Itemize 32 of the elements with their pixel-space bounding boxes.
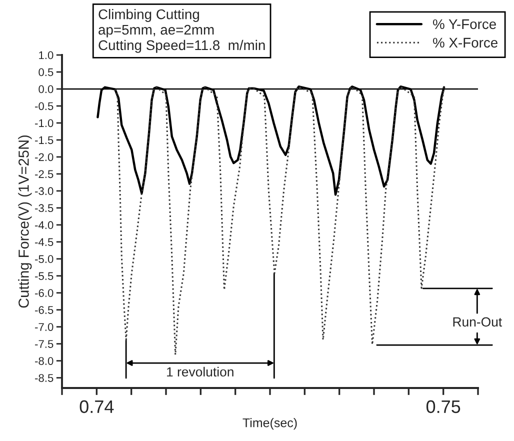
- annotation: 1 revolution: [167, 366, 234, 377]
- y-tick-label: -1.5: [35, 136, 54, 144]
- y-tick-label: -2.0: [35, 153, 54, 162]
- y-axis-title: Cutting Force(V) (1V=25N): [18, 135, 32, 308]
- y-tick-label: -8.0: [35, 357, 54, 365]
- x-tick-label: 0.75: [426, 400, 460, 414]
- x-axis-title: Time(sec): [242, 418, 297, 430]
- y-tick-label: -2.5: [35, 170, 54, 178]
- y-tick-label: -6.0: [35, 289, 54, 297]
- text: Climbing Cutting: [98, 9, 199, 22]
- y-tick-label: -1.0: [35, 119, 54, 128]
- y-tick-label: -4.0: [35, 221, 54, 230]
- y-tick-label: -0.5: [35, 102, 54, 110]
- y-tick-label: -7.0: [35, 323, 54, 331]
- legend-label: % X-Force: [433, 38, 498, 48]
- y-tick-label: -6.5: [35, 306, 54, 314]
- y-tick-label: -7.5: [35, 340, 54, 348]
- annotation: Run-Out: [453, 317, 502, 327]
- text: ap=5mm, ae=2mm: [98, 24, 214, 38]
- y-tick-label: 0.0: [38, 85, 54, 94]
- y-tick-label: 0.5: [38, 68, 54, 76]
- y-tick-label: -5.0: [35, 255, 54, 264]
- y-tick-label: -3.0: [35, 187, 54, 196]
- text: Cutting Speed=11.8 m/min: [98, 40, 265, 53]
- line-series: [114, 86, 445, 356]
- x-tick-label: 0.74: [80, 400, 114, 414]
- y-tick-label: -4.5: [35, 238, 54, 246]
- y-tick-label: -3.5: [35, 204, 54, 212]
- y-tick-label: 1.0: [39, 51, 54, 60]
- legend-label: % Y-Force: [433, 19, 496, 30]
- y-tick-label: -8.5: [35, 374, 54, 382]
- y-tick-label: -5.5: [35, 272, 54, 280]
